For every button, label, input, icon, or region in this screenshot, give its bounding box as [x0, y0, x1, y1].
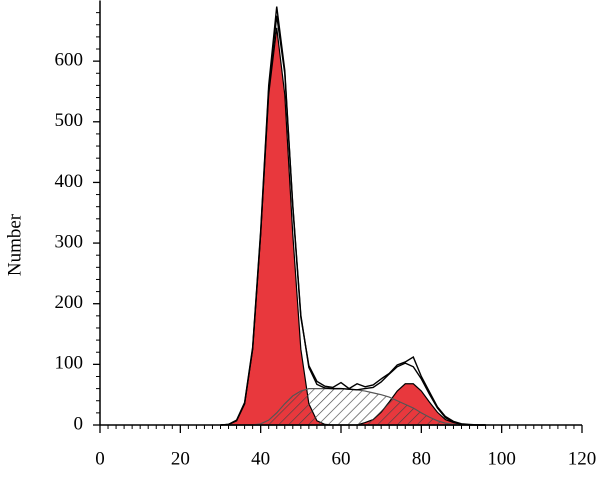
- x-tick-label: 40: [251, 448, 270, 469]
- y-tick-label: 500: [55, 110, 84, 131]
- x-tick-label: 120: [568, 448, 597, 469]
- y-tick-label: 400: [55, 171, 84, 192]
- x-tick-label: 100: [487, 448, 516, 469]
- y-axis-label: Number: [4, 213, 25, 276]
- y-tick-label: 0: [74, 413, 84, 434]
- x-tick-label: 60: [332, 448, 351, 469]
- y-tick-label: 300: [55, 231, 84, 252]
- fit-line: [220, 6, 486, 426]
- y-tick-label: 100: [55, 353, 84, 374]
- y-tick-label: 200: [55, 292, 84, 313]
- y-tick-label: 600: [55, 50, 84, 71]
- x-tick-label: 0: [95, 448, 105, 469]
- x-tick-label: 20: [171, 448, 190, 469]
- x-tick-label: 80: [412, 448, 431, 469]
